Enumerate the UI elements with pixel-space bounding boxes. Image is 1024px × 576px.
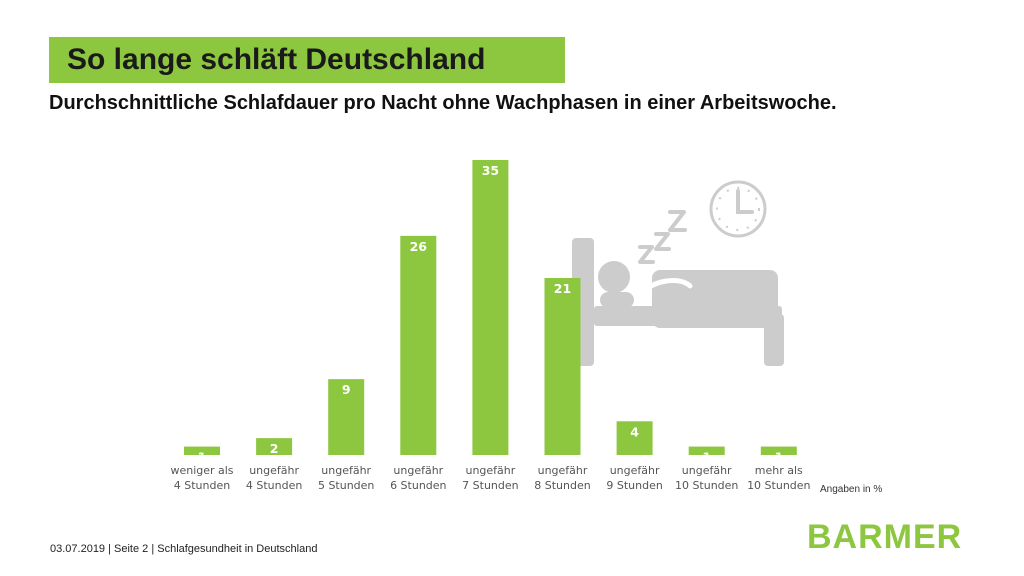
barmer-logo: BARMER — [807, 518, 963, 556]
footer-text: 03.07.2019 | Seite 2 | Schlafgesundheit … — [50, 543, 318, 555]
category-label-8: ungefähr 10 Stunden — [675, 464, 738, 492]
bed-icon — [572, 238, 784, 366]
bar-value-label-8: 1 — [702, 450, 711, 465]
category-label-6: ungefähr 8 Stunden — [534, 464, 590, 492]
bar-8 — [688, 446, 725, 455]
bar-value-label-9: 1 — [774, 450, 783, 465]
bar-value-label-7: 4 — [630, 424, 639, 439]
page-title: So lange schläft Deutschland — [67, 43, 486, 76]
sleep-illustration — [572, 180, 784, 366]
zzz-icon — [638, 210, 687, 264]
bar-4 — [400, 235, 437, 455]
category-label-3: ungefähr 5 Stunden — [318, 464, 374, 492]
bar-value-label-3: 9 — [342, 382, 351, 397]
bar-5 — [472, 160, 509, 455]
bar-value-label-4: 26 — [410, 239, 428, 254]
bar-value-label-2: 2 — [270, 441, 279, 456]
category-label-1: weniger als 4 Stunden — [170, 464, 233, 492]
sleeping-person-icon — [598, 261, 693, 308]
units-note: Angaben in % — [820, 484, 883, 495]
bar-2 — [256, 438, 293, 455]
category-label-2: ungefähr 4 Stunden — [246, 464, 302, 492]
category-label-7: ungefähr 9 Stunden — [606, 464, 662, 492]
category-label-5: ungefähr 7 Stunden — [462, 464, 518, 492]
bar-1 — [184, 446, 220, 455]
bar-value-label-6: 21 — [554, 281, 571, 296]
category-label-9: mehr als 10 Stunden — [747, 464, 810, 492]
page-subtitle: Durchschnittliche Schlafdauer pro Nacht … — [49, 92, 837, 114]
bar-3 — [328, 379, 365, 455]
clock-icon — [709, 180, 767, 238]
bar-7 — [616, 421, 653, 455]
bar-9 — [760, 446, 797, 455]
bar-6 — [544, 278, 581, 455]
bar-value-label-5: 35 — [482, 163, 499, 178]
category-label-4: ungefähr 6 Stunden — [390, 464, 446, 492]
bar-value-label-1: 1 — [198, 450, 207, 465]
title-banner: So lange schläft Deutschland — [49, 37, 565, 83]
